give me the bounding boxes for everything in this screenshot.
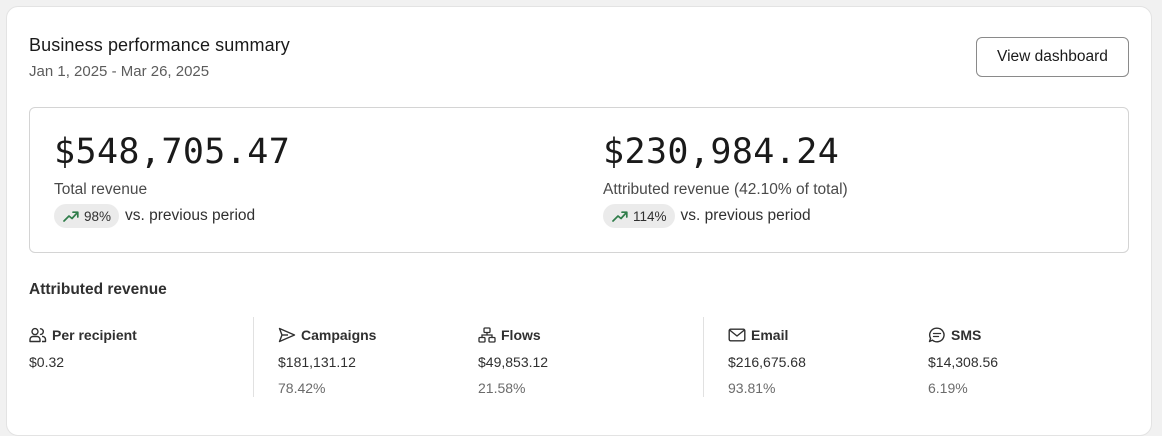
attributed-value: $0.32 bbox=[29, 354, 65, 370]
flow-icon bbox=[478, 327, 496, 343]
trend-up-icon bbox=[63, 211, 79, 222]
attributed-value: $181,131.12 bbox=[278, 354, 356, 370]
divider bbox=[703, 317, 704, 397]
attributed-label: Flows bbox=[501, 327, 541, 343]
attributed-revenue-value: $230,984.24 bbox=[603, 132, 840, 172]
attributed-flows: Flows $49,853.12 21.58% bbox=[478, 325, 548, 396]
attributed-revenue-change: 114% vs. previous period bbox=[603, 204, 811, 228]
attributed-value: $216,675.68 bbox=[728, 354, 806, 370]
attributed-revenue-label: Attributed revenue (42.10% of total) bbox=[603, 181, 848, 198]
attributed-percent: 93.81% bbox=[728, 380, 776, 396]
trend-up-icon bbox=[612, 211, 628, 222]
users-icon bbox=[29, 327, 47, 343]
divider bbox=[253, 317, 254, 397]
change-badge: 114% bbox=[603, 204, 675, 228]
attributed-label: Per recipient bbox=[52, 327, 137, 343]
attributed-email: Email $216,675.68 93.81% bbox=[728, 325, 806, 396]
attributed-section-title: Attributed revenue bbox=[29, 281, 167, 298]
attributed-percent: 21.58% bbox=[478, 380, 526, 396]
send-icon bbox=[278, 327, 296, 343]
view-dashboard-button[interactable]: View dashboard bbox=[976, 37, 1129, 77]
total-revenue-label: Total revenue bbox=[54, 181, 148, 198]
change-percent: 114% bbox=[633, 208, 667, 224]
business-performance-card: Business performance summary Jan 1, 2025… bbox=[6, 6, 1152, 436]
attributed-campaigns: Campaigns $181,131.12 78.42% bbox=[278, 325, 376, 396]
attributed-sms: SMS $14,308.56 6.19% bbox=[928, 325, 998, 396]
attributed-label: Email bbox=[751, 327, 789, 343]
mail-icon bbox=[728, 328, 746, 342]
total-revenue-change: 98% vs. previous period bbox=[54, 204, 255, 228]
attributed-percent: 78.42% bbox=[278, 380, 326, 396]
sms-icon bbox=[928, 327, 945, 343]
comparison-text: vs. previous period bbox=[125, 207, 256, 224]
attributed-label: Campaigns bbox=[301, 327, 377, 343]
attributed-per-recipient: Per recipient $0.32 bbox=[29, 325, 137, 370]
revenue-metrics-panel: $548,705.47 Total revenue 98% vs. previo… bbox=[29, 107, 1129, 253]
attributed-value: $49,853.12 bbox=[478, 354, 549, 370]
change-badge: 98% bbox=[54, 204, 120, 228]
comparison-text: vs. previous period bbox=[680, 207, 811, 224]
attributed-percent: 6.19% bbox=[928, 380, 968, 396]
total-revenue-value: $548,705.47 bbox=[54, 132, 291, 172]
attributed-value: $14,308.56 bbox=[928, 354, 999, 370]
date-range: Jan 1, 2025 - Mar 26, 2025 bbox=[29, 63, 210, 80]
attributed-label: SMS bbox=[951, 327, 982, 343]
card-title: Business performance summary bbox=[29, 35, 290, 55]
change-percent: 98% bbox=[84, 208, 112, 224]
